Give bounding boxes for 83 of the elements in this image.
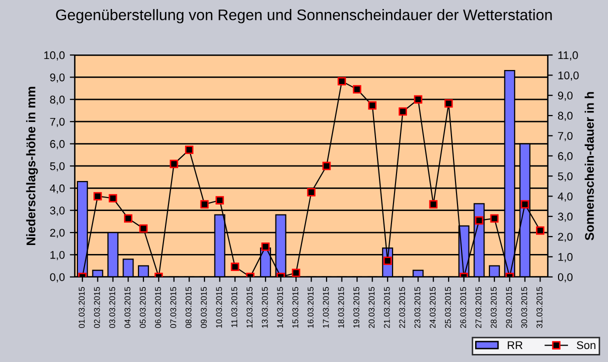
point — [139, 224, 148, 233]
y-tick-label: 8,0 — [50, 96, 65, 105]
point — [520, 200, 530, 208]
x-tick-label: 05.03.2015 — [140, 286, 146, 328]
y2-tick-label: 0,0 — [558, 273, 573, 282]
point — [536, 226, 544, 235]
x-tick-label: 15.03.2015 — [292, 286, 298, 328]
point — [322, 162, 331, 170]
y-tick-label: 6,0 — [50, 140, 65, 150]
x-tick-label: 29.03.2015 — [506, 286, 512, 328]
legend-label: RR — [508, 341, 522, 349]
x-tick-label: 26.03.2015 — [460, 286, 466, 328]
x-tick-label: 27.03.2015 — [475, 286, 482, 328]
x-tick-label: 01.03.2015 — [78, 286, 85, 328]
x-tick-label: 04.03.2015 — [124, 286, 130, 328]
point — [429, 200, 438, 208]
x-tick-label: 06.03.2015 — [155, 286, 161, 328]
x-tick-label: 23.03.2015 — [414, 286, 420, 328]
x-tick-label: 14.03.2015 — [277, 286, 284, 328]
x-tick-label: 25.03.2015 — [444, 286, 451, 328]
point — [352, 85, 362, 94]
y-tick-label: 5,0 — [50, 162, 65, 172]
x-tick-label: 31.03.2015 — [536, 286, 542, 328]
x-tick-label: 09.03.2015 — [200, 286, 207, 328]
point — [170, 160, 178, 168]
y-tick-label: 1,0 — [50, 251, 65, 260]
legend-label: Son — [576, 341, 596, 350]
y-tick-label: 3,0 — [50, 206, 65, 216]
point — [368, 101, 376, 110]
point — [185, 146, 194, 154]
y2-tick-label: 11,0 — [558, 51, 578, 60]
y-tick-label: 10,0 — [44, 51, 65, 60]
y2-tick-label: 5,0 — [558, 172, 573, 182]
y2-tick-label: 6,0 — [558, 152, 573, 162]
y2-tick-label: 9,0 — [558, 92, 573, 101]
y2-tick-label: 3,0 — [558, 212, 573, 222]
point — [230, 262, 240, 272]
point — [94, 192, 102, 200]
point — [216, 196, 224, 204]
y2-tick-label: 2,0 — [558, 232, 573, 242]
x-tick-label: 17.03.2015 — [322, 286, 329, 328]
point — [398, 107, 408, 116]
point — [261, 242, 270, 251]
point — [338, 77, 346, 86]
y-tick-label: 2,0 — [50, 228, 65, 238]
point — [108, 194, 118, 202]
y-tick-label: 0,0 — [50, 273, 65, 282]
x-tick-label: 28.03.2015 — [490, 286, 497, 328]
x-tick-label: 24.03.2015 — [430, 286, 436, 328]
x-tick-label: 08.03.2015 — [186, 286, 192, 328]
y-tick-label: 7,0 — [50, 118, 65, 128]
point — [414, 95, 422, 104]
x-tick-label: 12.03.2015 — [246, 286, 252, 328]
y-tick-label: 4,0 — [50, 184, 65, 194]
point — [124, 214, 132, 223]
x-tick-label: 07.03.2015 — [170, 286, 176, 328]
point — [307, 188, 316, 196]
y2-tick-label: 10,0 — [558, 71, 579, 81]
x-tick-label: 19.03.2015 — [353, 286, 360, 328]
point — [292, 268, 300, 277]
x-tick-label: 16.03.2015 — [308, 286, 314, 328]
y-tick-label: 9,0 — [50, 73, 65, 83]
x-tick-label: 21.03.2015 — [384, 286, 390, 328]
x-tick-label: 30.03.2015 — [521, 286, 528, 328]
y2-axis-title: Sonnenschein-dauer in h — [584, 92, 594, 240]
x-tick-label: 03.03.2015 — [109, 286, 116, 328]
x-tick-label: 22.03.2015 — [399, 286, 406, 328]
y2-tick-label: 4,0 — [558, 192, 573, 202]
chart-title: Gegenüberstellung von Regen und Sonnenscheindauer der Wetterstation — [56, 9, 552, 24]
point — [490, 214, 499, 223]
x-tick-label: 10.03.2015 — [216, 286, 222, 328]
x-tick-label: 20.03.2015 — [368, 286, 375, 328]
point — [474, 216, 484, 225]
y2-tick-label: 7,0 — [558, 132, 573, 142]
point — [444, 99, 453, 108]
x-tick-label: 02.03.2015 — [94, 286, 100, 328]
point — [200, 200, 209, 208]
x-tick-label: 18.03.2015 — [338, 286, 344, 328]
x-tick-label: 13.03.2015 — [262, 286, 268, 328]
y-axis-title: Niederschlags-höhe in mm — [26, 86, 38, 246]
x-tick-label: 11.03.2015 — [231, 286, 238, 328]
y2-tick-label: 8,0 — [558, 112, 573, 121]
y2-tick-label: 1,0 — [558, 253, 573, 262]
